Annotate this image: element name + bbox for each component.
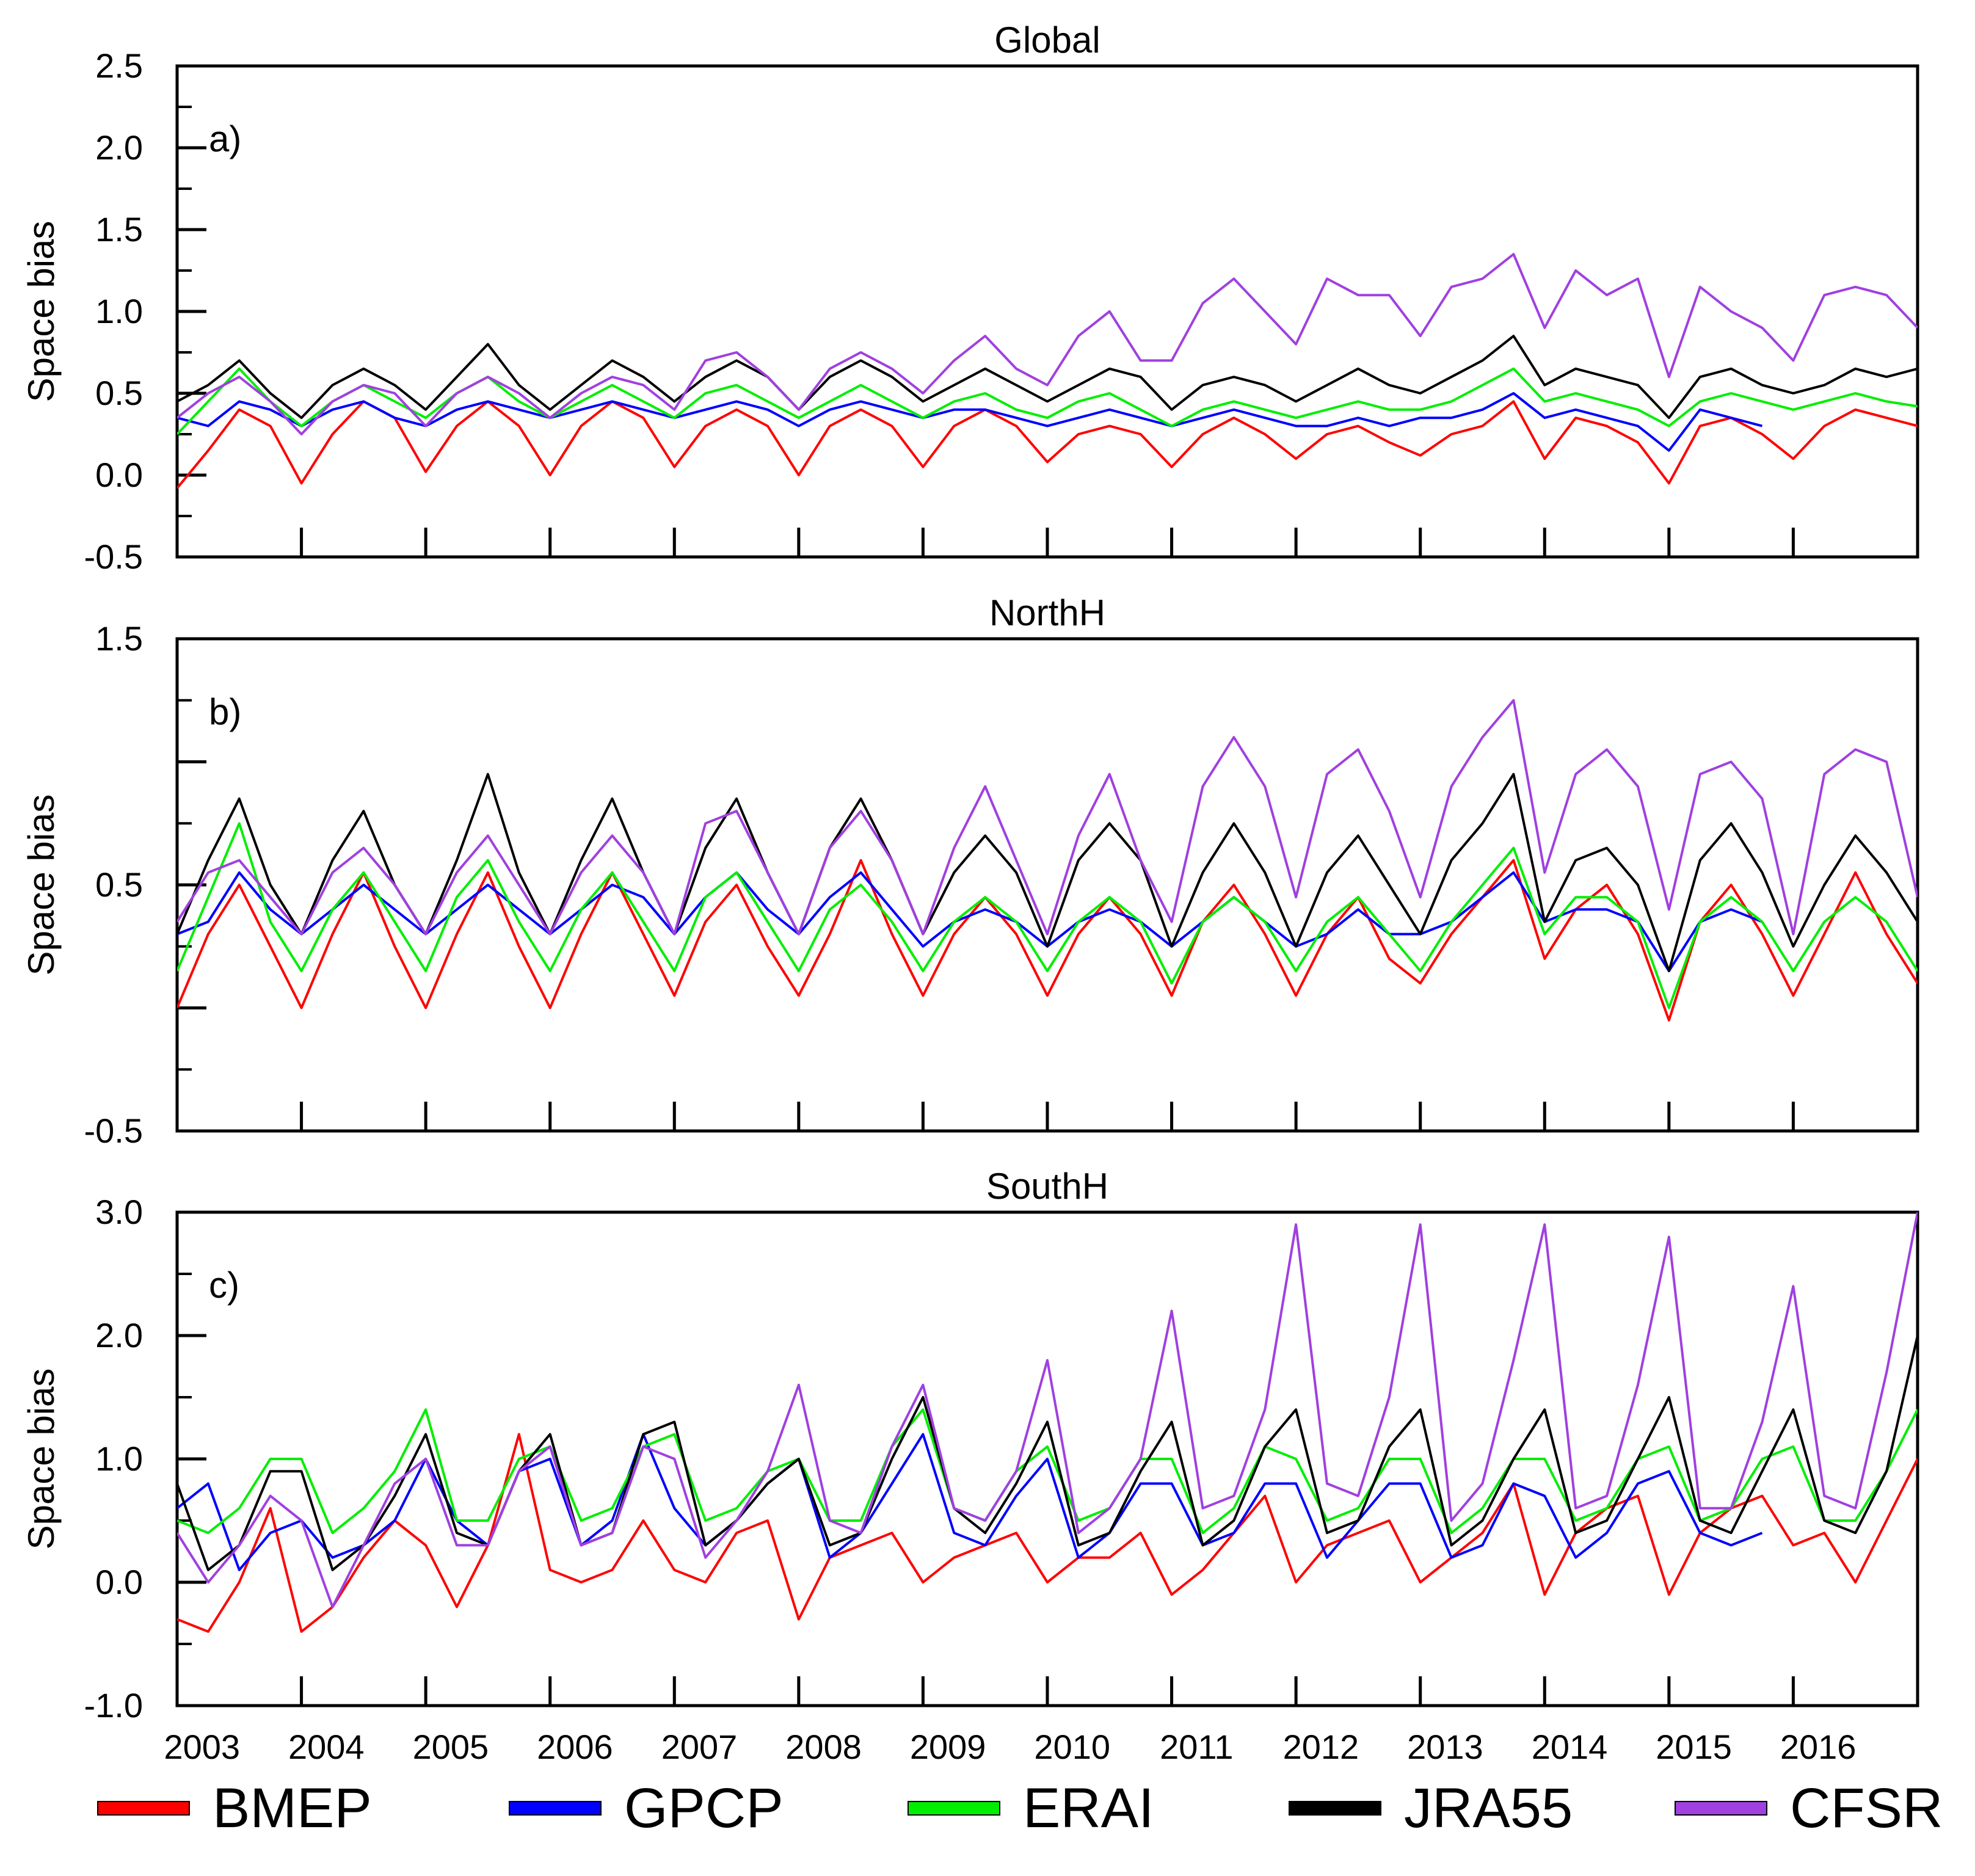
legend-label-bmep: BMEP	[213, 1777, 372, 1839]
x-axis-labels: 2003 2004 2005 2006 2007 2008 2009 2010 2011 2012…	[164, 1728, 1856, 1766]
x-tick-label: 2005	[413, 1728, 489, 1766]
x-tick-label: 2008	[785, 1728, 862, 1766]
series-line-gpcp	[177, 392, 1763, 452]
x-tick-label: 2011	[1160, 1728, 1233, 1766]
legend-swatch-jra55	[1289, 1801, 1381, 1816]
series-line-bmep	[177, 1433, 1918, 1633]
y-tick-label: -0.5	[84, 1111, 144, 1150]
x-tick-label: 2014	[1532, 1728, 1608, 1766]
series-line-erai	[177, 1408, 1918, 1535]
legend-swatch-erai	[907, 1801, 1000, 1816]
series-line-jra55	[177, 1335, 1918, 1571]
series-group	[177, 699, 1918, 1022]
y-tick-label: 1.0	[95, 292, 143, 330]
series-line-jra55	[177, 773, 1918, 972]
panel-letter: a)	[209, 118, 241, 159]
x-tick-label: 2016	[1780, 1728, 1857, 1766]
y-axis-label: Space bias	[21, 221, 62, 402]
y-tick-label: 0.0	[95, 456, 143, 494]
chart-panels: Global 2.5 2.0 1.5 1.0 0.5 0.0 -0.5 Space bias a)…	[21, 20, 1919, 1725]
legend-label-cfsr: CFSR	[1790, 1777, 1943, 1839]
y-tick-label: 0.5	[95, 374, 143, 412]
y-tick-label: 1.5	[95, 210, 143, 249]
x-tick-label: 2009	[910, 1728, 986, 1766]
y-tick-label: 1.0	[95, 1439, 143, 1478]
x-tick-label: 2006	[537, 1728, 613, 1766]
y-axis-label: Space bias	[21, 1369, 62, 1550]
x-tick-label: 2015	[1656, 1728, 1732, 1766]
series-line-gpcp	[177, 1433, 1763, 1571]
x-tick-label: 2013	[1407, 1728, 1483, 1766]
legend-label-erai: ERAI	[1023, 1777, 1154, 1839]
legend-swatch-cfsr	[1675, 1801, 1767, 1816]
series-group	[177, 253, 1918, 489]
legend-swatch-bmep	[97, 1801, 190, 1816]
panel-southh: SouthH 3.0 2.0 1.0 0.0 -1.0 Space bias c)	[21, 1166, 1919, 1725]
series-line-bmep	[177, 400, 1918, 489]
y-tick-label: 1.5	[95, 619, 143, 658]
legend-label-gpcp: GPCP	[624, 1777, 784, 1839]
y-tick-label: -0.5	[84, 537, 144, 576]
series-line-jra55	[177, 335, 1918, 420]
x-tick-label: 2007	[661, 1728, 738, 1766]
y-tick-label: 0.0	[95, 1563, 143, 1601]
panel-title: Global	[994, 20, 1100, 60]
legend-swatch-gpcp	[509, 1801, 602, 1816]
y-tick-label: 3.0	[95, 1193, 143, 1231]
y-tick-label: 2.5	[95, 46, 143, 85]
panel-title: NorthH	[989, 592, 1105, 633]
x-tick-label: 2010	[1034, 1728, 1110, 1766]
series-group	[177, 1212, 1918, 1633]
y-axis-label: Space bias	[21, 794, 62, 976]
plot-frame	[175, 637, 1919, 1133]
y-tick-label: 2.0	[95, 128, 143, 167]
panel-title: SouthH	[986, 1166, 1108, 1207]
x-tick-label: 2004	[288, 1728, 365, 1766]
series-line-cfsr	[177, 253, 1918, 435]
x-tick-label: 2012	[1283, 1728, 1359, 1766]
plot-frame	[175, 64, 1919, 559]
panel-global: Global 2.5 2.0 1.5 1.0 0.5 0.0 -0.5 Space bias a)	[21, 20, 1919, 576]
panel-letter: b)	[209, 691, 241, 732]
series-line-erai	[177, 822, 1918, 1009]
series-line-cfsr	[177, 1212, 1918, 1609]
x-tick-label: 2003	[164, 1728, 240, 1766]
y-tick-label: 0.5	[95, 865, 143, 904]
y-tick-label: -1.0	[84, 1686, 144, 1725]
legend: BMEP GPCP ERAI JRA55 CFSR	[97, 1777, 1943, 1839]
y-tick-label: 2.0	[95, 1316, 143, 1354]
legend-label-jra55: JRA55	[1404, 1777, 1573, 1839]
series-line-cfsr	[177, 699, 1918, 936]
panel-letter: c)	[209, 1265, 239, 1306]
panel-northh: NorthH 1.5 0.5 -0.5 Space bias b)	[21, 592, 1919, 1150]
series-line-gpcp	[177, 871, 1763, 972]
